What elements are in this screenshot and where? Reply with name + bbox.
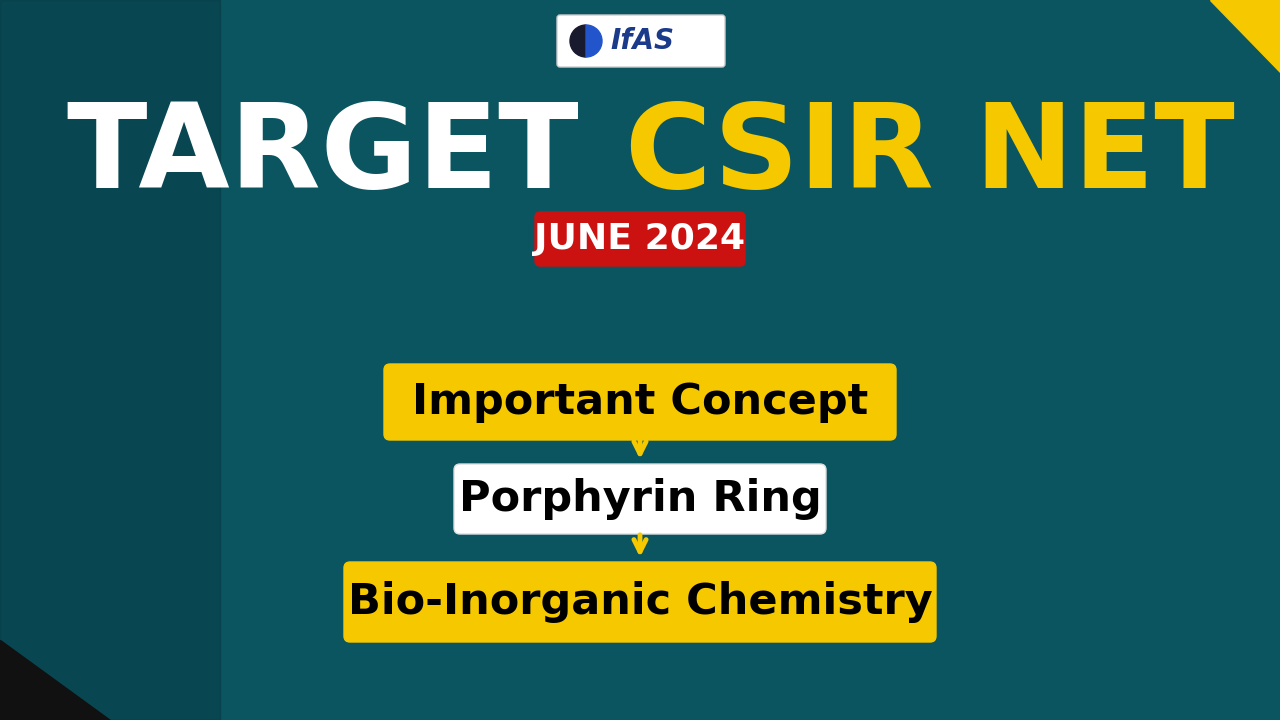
FancyBboxPatch shape — [454, 464, 826, 534]
Text: TARGET: TARGET — [68, 97, 620, 212]
Text: Bio-Inorganic Chemistry: Bio-Inorganic Chemistry — [348, 581, 932, 623]
FancyBboxPatch shape — [384, 364, 896, 440]
Text: Porphyrin Ring: Porphyrin Ring — [458, 478, 822, 520]
Text: CSIR NET: CSIR NET — [625, 97, 1235, 212]
Text: Important Concept: Important Concept — [412, 381, 868, 423]
Wedge shape — [570, 25, 586, 57]
Text: IfAS: IfAS — [611, 27, 675, 55]
FancyBboxPatch shape — [535, 212, 745, 266]
Wedge shape — [586, 25, 602, 57]
Polygon shape — [1210, 0, 1280, 72]
FancyBboxPatch shape — [557, 15, 724, 67]
Bar — [0, 0, 220, 720]
Polygon shape — [0, 640, 110, 720]
Text: JUNE 2024: JUNE 2024 — [535, 222, 745, 256]
FancyBboxPatch shape — [344, 562, 936, 642]
